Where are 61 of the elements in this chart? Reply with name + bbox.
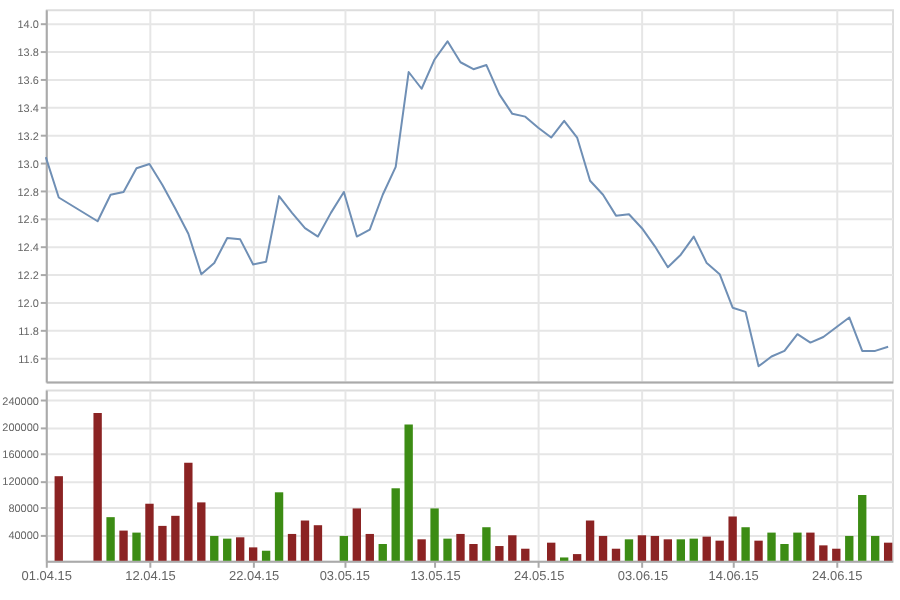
bar <box>93 413 102 561</box>
bar <box>365 533 374 561</box>
bar <box>261 550 271 561</box>
bar <box>663 539 673 561</box>
bar <box>404 424 413 561</box>
bar <box>858 495 867 561</box>
bar <box>171 515 180 561</box>
bar <box>547 542 556 561</box>
bar <box>443 538 452 561</box>
bar <box>624 539 634 561</box>
bar <box>845 535 854 561</box>
bar <box>313 525 323 561</box>
bar <box>871 535 880 561</box>
bar <box>456 533 465 561</box>
bar <box>689 538 698 561</box>
bar <box>702 536 711 561</box>
bar <box>378 544 387 561</box>
bar <box>482 527 491 561</box>
bar <box>637 535 647 561</box>
bar <box>391 488 400 561</box>
bar <box>430 508 439 561</box>
bar <box>883 542 893 561</box>
bar <box>793 532 802 561</box>
bar <box>223 538 232 561</box>
bar <box>352 508 361 561</box>
bar <box>741 527 750 561</box>
bar <box>54 476 63 561</box>
bar <box>611 548 621 561</box>
bar <box>287 533 297 561</box>
bar <box>210 535 219 561</box>
bar <box>158 525 167 561</box>
bar <box>495 546 504 561</box>
bar <box>676 539 685 561</box>
bar <box>184 462 193 561</box>
bar <box>598 535 608 561</box>
bar <box>754 540 763 561</box>
bar <box>145 503 154 561</box>
bar <box>767 532 776 561</box>
bar <box>106 517 115 561</box>
bar <box>469 544 478 561</box>
bar <box>806 532 815 561</box>
line-series <box>44 40 890 368</box>
bar <box>832 548 841 561</box>
bar <box>119 530 128 561</box>
bar <box>585 520 595 561</box>
bar <box>274 492 284 561</box>
bar <box>819 545 828 561</box>
bar <box>339 535 349 561</box>
bar <box>508 535 517 561</box>
bar <box>780 544 789 561</box>
bar <box>650 535 660 561</box>
bar <box>728 516 737 561</box>
bar <box>300 520 310 561</box>
bar <box>572 554 582 561</box>
bar <box>715 540 724 561</box>
bar <box>132 532 141 561</box>
bar <box>236 537 245 561</box>
bar <box>197 502 206 561</box>
bar <box>417 539 426 561</box>
bar <box>248 547 258 561</box>
bar <box>521 548 530 561</box>
